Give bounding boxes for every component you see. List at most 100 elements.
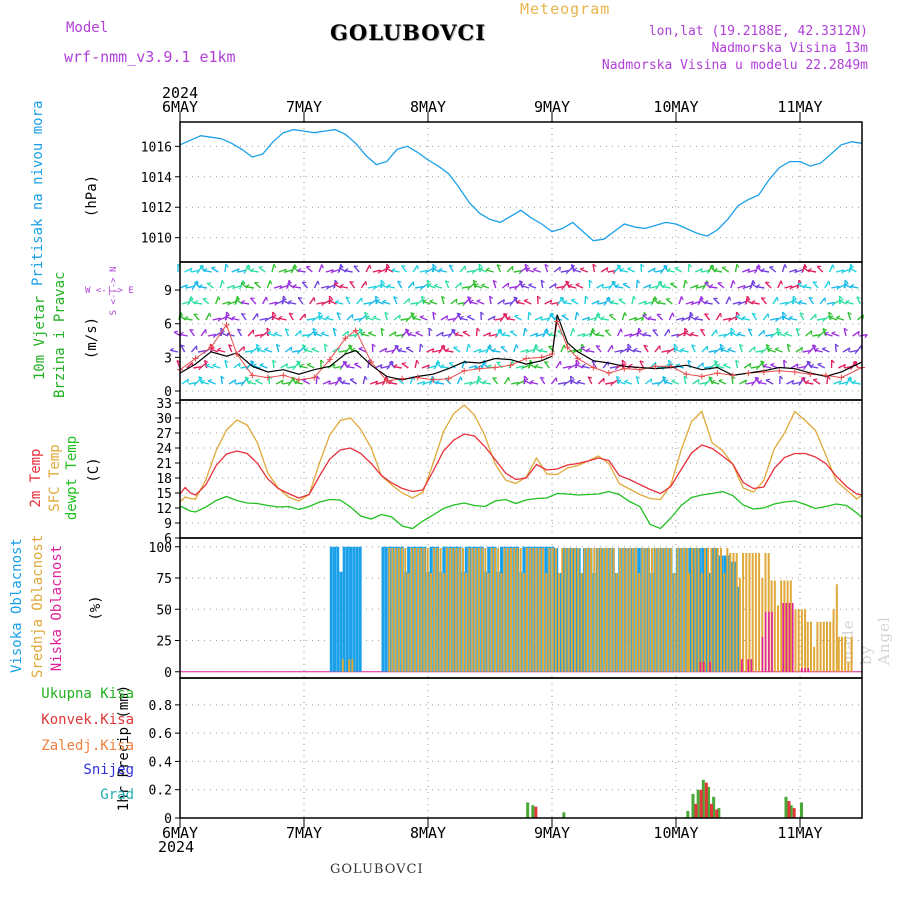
cloud-bar [586, 548, 590, 672]
wind-barb [258, 266, 266, 273]
wind-barb-head [799, 312, 805, 315]
wind-barb [682, 316, 691, 321]
cloud-bar [471, 546, 475, 672]
wind-barb [255, 344, 260, 353]
wind-barb-head [749, 363, 752, 368]
cloud-bar [391, 546, 395, 672]
precip-bar [696, 789, 700, 818]
wind-barb [231, 317, 240, 321]
cloud-bar [813, 646, 816, 672]
wind-barb-head [801, 347, 804, 352]
wind-barb-head [567, 365, 572, 370]
wind-barb [850, 285, 859, 289]
wind-barb-head [429, 299, 434, 303]
wind-barb [520, 349, 529, 353]
wind-barb [594, 312, 600, 321]
wind-barb [170, 349, 179, 353]
cloud-bar [704, 548, 708, 672]
wind-barb-head [426, 283, 430, 288]
wind-barb [346, 313, 354, 321]
wind-barb [737, 333, 746, 337]
wind-barb [312, 315, 321, 321]
cloud-bar [716, 548, 719, 672]
wind-barb [656, 313, 664, 321]
wind-barb [316, 301, 325, 305]
wind-barb [513, 296, 519, 305]
wind-barb-head [627, 266, 632, 270]
cloud-bar [568, 548, 572, 672]
wind-barb-head [485, 267, 490, 271]
y-tick-label: 18 [156, 472, 172, 487]
cloud-bar [825, 621, 828, 672]
wind-barb [748, 346, 756, 353]
gust-marker [383, 377, 390, 384]
wind-barb [287, 365, 296, 369]
wind-barb [313, 280, 319, 289]
wind-barb-head [637, 330, 642, 333]
wind-barb-head [744, 379, 747, 385]
wind-barb [369, 299, 378, 305]
wind-barb-head [358, 328, 364, 331]
wind-barb-head [749, 285, 753, 290]
wind-barb [207, 380, 216, 385]
wind-barb-head [326, 285, 330, 290]
gust-marker [507, 362, 514, 369]
wind-barb-head [369, 264, 372, 269]
wind-barb-head [704, 382, 708, 387]
wind-barb-head [789, 285, 793, 290]
wind-barb-head [761, 297, 766, 299]
wind-barb-head [850, 283, 855, 287]
wind-barb-head [575, 362, 580, 365]
wind-barb [577, 332, 586, 337]
wind-barb-head [643, 300, 647, 306]
cloud-bar [449, 548, 452, 672]
wind-barb-head [232, 285, 236, 290]
wind-barb [252, 365, 261, 369]
wind-barb-head [711, 264, 715, 270]
wind-label-1: 10m Vjetar [32, 295, 48, 381]
wind-barb-head [431, 348, 435, 353]
wind-label-2: Brzina i Pravac [52, 271, 68, 398]
wind-barb [266, 280, 271, 289]
wind-barb [840, 381, 849, 385]
model-label: Model [66, 20, 109, 36]
wind-barb [754, 264, 760, 273]
wind-barb [515, 365, 524, 369]
wind-barb [334, 365, 343, 369]
wind-barb-head [332, 364, 336, 369]
wind-barb [241, 377, 249, 385]
precip-label-freezing: Zaledj.Kisa [41, 738, 134, 754]
precip-bar [717, 808, 721, 818]
wind-barb [831, 332, 840, 337]
wind-barb-head [272, 314, 277, 318]
wind-barb-head [803, 283, 808, 288]
wind-barb-head [619, 267, 625, 271]
wind-barb-head [608, 296, 611, 301]
wind-barb [364, 312, 368, 321]
gust-marker [223, 321, 230, 328]
wind-barb [210, 348, 219, 353]
cloud-unit: (%) [88, 595, 104, 621]
wind-barb [456, 376, 462, 385]
cloud-bar [544, 546, 548, 672]
wind-barbs [169, 263, 868, 387]
wind-barb-head [728, 296, 732, 301]
gust-marker [776, 367, 783, 374]
wind-barb-head [292, 283, 297, 288]
wind-barb [189, 329, 196, 337]
wind-barb-head [368, 331, 373, 334]
wind-barb [479, 268, 488, 273]
cloud-bar [339, 571, 343, 672]
wind-barb [482, 362, 490, 369]
cloud-bar [516, 548, 519, 672]
wind-barb-head [853, 361, 858, 363]
x-label-bottom: 11MAY [777, 824, 822, 842]
wind-barb [760, 360, 765, 369]
wind-barb-head [603, 301, 607, 306]
wind-barb [580, 343, 583, 353]
wind-barb [755, 349, 764, 353]
precip-bar [784, 796, 788, 818]
wind-barb-head [841, 269, 845, 274]
wind-barb [252, 313, 258, 321]
wind-barb-head [375, 295, 380, 300]
